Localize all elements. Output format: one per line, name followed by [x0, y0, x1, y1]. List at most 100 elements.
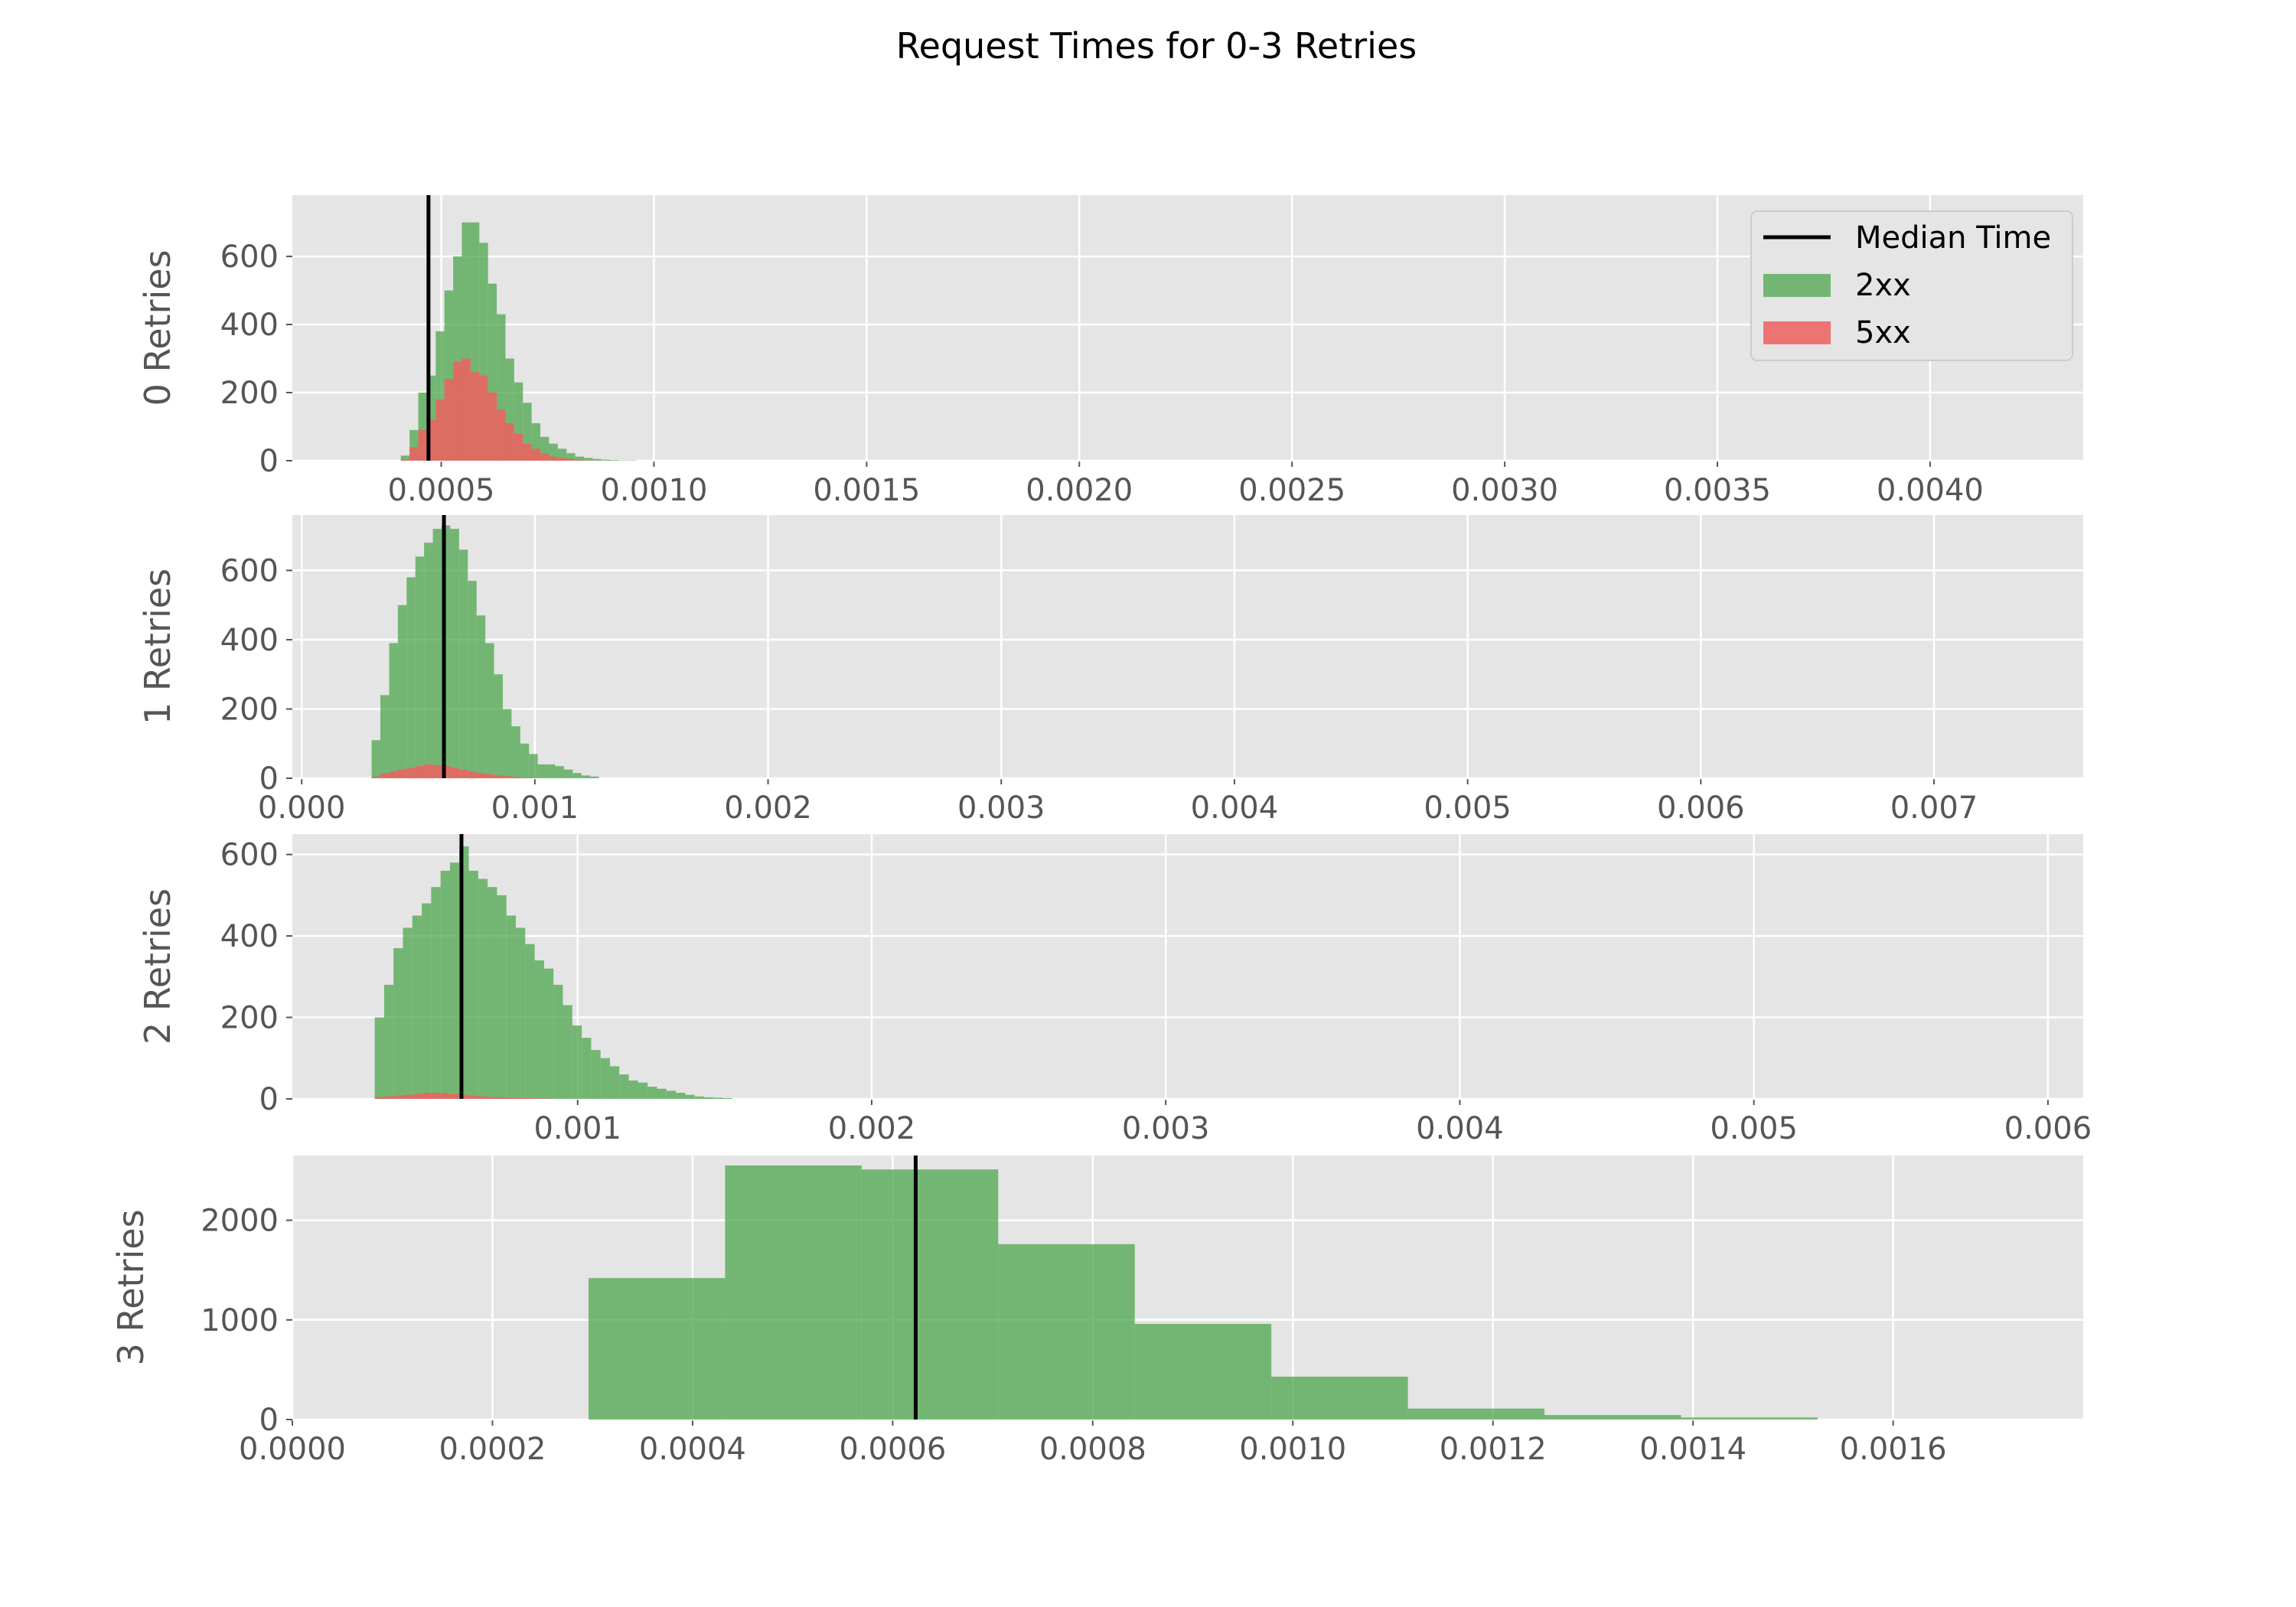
x-tick-label: 0.001	[491, 790, 579, 826]
bar-5xx	[543, 1098, 554, 1099]
panel-3: 0.0000 0.0002 0.0004 0.0006 0.0008 0.0010 0.00…	[110, 1156, 2083, 1467]
bar-5xx	[412, 1094, 422, 1099]
bar-5xx	[534, 1098, 544, 1099]
bar-2xx	[449, 862, 460, 1099]
bar-2xx	[442, 525, 451, 778]
y-axis-label: 0 Retries	[137, 249, 178, 406]
bar-2xx	[415, 556, 425, 778]
bar-2xx	[494, 674, 503, 778]
bar-2xx	[450, 529, 459, 778]
bar-5xx	[488, 1097, 497, 1099]
bar-2xx	[458, 549, 468, 778]
x-tick-label: 0.002	[828, 1111, 916, 1146]
bar-2xx	[529, 754, 538, 778]
bar-5xx	[400, 459, 410, 461]
bar-5xx	[520, 777, 530, 778]
bar-5xx	[431, 1093, 441, 1099]
bar-2xx	[628, 1081, 638, 1099]
bar-5xx	[478, 1096, 488, 1099]
bar-2xx	[412, 915, 422, 1099]
bar-2xx	[389, 643, 398, 778]
bar-2xx	[435, 331, 445, 461]
bar-2xx	[572, 1025, 582, 1099]
bar-2xx	[426, 375, 436, 461]
bar-2xx	[505, 358, 514, 461]
bar-5xx	[468, 771, 477, 778]
x-tick-label: 0.001	[533, 1111, 621, 1146]
bar-5xx	[514, 433, 523, 461]
bar-2xx	[444, 290, 454, 461]
bar-2xx	[582, 1038, 592, 1099]
histogram-bars	[371, 525, 599, 778]
panel-1: 0.000 0.001 0.002 0.003 0.004 0.005 0.006 0.007…	[137, 515, 2083, 826]
y-tick-label: 0	[259, 1403, 279, 1438]
bar-5xx	[406, 768, 416, 778]
x-tick-label: 0.0015	[813, 473, 920, 508]
bar-2xx	[584, 458, 593, 461]
bar-5xx	[540, 453, 550, 461]
bar-2xx	[722, 1097, 732, 1099]
bar-2xx	[1544, 1415, 1681, 1420]
bar-5xx	[566, 458, 576, 461]
bar-2xx	[453, 256, 462, 461]
x-tick-label: 0.002	[724, 790, 812, 826]
bar-2xx	[374, 1017, 384, 1099]
bar-2xx	[549, 443, 558, 461]
y-axis-label: 2 Retries	[137, 888, 178, 1045]
bar-5xx	[444, 379, 454, 461]
bar-2xx	[461, 222, 471, 461]
x-tick-label: 0.003	[957, 790, 1045, 826]
x-tick-label: 0.0010	[1239, 1432, 1346, 1467]
x-tick-label: 0.0025	[1238, 473, 1345, 508]
bar-2xx	[566, 453, 576, 461]
legend-label: 5xx	[1855, 315, 1911, 350]
bar-2xx	[488, 283, 497, 461]
bar-5xx	[494, 775, 503, 778]
bar-2xx	[666, 1090, 677, 1099]
bar-5xx	[424, 764, 433, 778]
bar-2xx	[543, 968, 554, 1099]
bar-2xx	[479, 243, 488, 461]
chart-title: Request Times for 0-3 Retries	[896, 25, 1417, 67]
bar-5xx	[380, 773, 390, 778]
bar-5xx	[409, 447, 419, 461]
bar-2xx	[725, 1165, 862, 1420]
bar-2xx	[563, 1005, 572, 1099]
bar-5xx	[374, 1097, 384, 1099]
x-tick-label: 0.0010	[600, 473, 707, 508]
bar-2xx	[600, 1058, 610, 1099]
bar-5xx	[479, 375, 488, 461]
bar-2xx	[409, 429, 419, 461]
bar-5xx	[393, 1095, 403, 1099]
bar-5xx	[442, 766, 451, 778]
bar-5xx	[453, 361, 462, 461]
y-tick-label: 0	[259, 761, 279, 797]
bar-2xx	[572, 773, 582, 778]
bar-2xx	[619, 1074, 629, 1099]
bar-5xx	[549, 456, 558, 461]
bar-2xx	[591, 1050, 601, 1099]
bar-5xx	[458, 769, 468, 778]
legend-item: 2xx	[1763, 268, 1911, 303]
y-tick-label: 1000	[201, 1303, 279, 1338]
bar-2xx	[531, 423, 541, 461]
bar-2xx	[400, 455, 410, 461]
x-tick-label: 0.0040	[1877, 473, 1984, 508]
bar-2xx	[506, 915, 517, 1099]
bar-5xx	[470, 372, 480, 461]
x-tick-label: 0.0004	[639, 1432, 746, 1467]
x-tick-label: 0.0008	[1039, 1432, 1146, 1467]
bar-2xx	[546, 764, 556, 778]
bar-2xx	[1134, 1324, 1272, 1420]
bar-2xx	[440, 870, 450, 1099]
bar-5xx	[383, 1096, 394, 1099]
bar-5xx	[497, 409, 506, 461]
bar-2xx	[1407, 1408, 1545, 1420]
panels: 0.0005 0.0010 0.0015 0.002 0 0.0025 0.003 0 0.00…	[110, 195, 2092, 1467]
bar-2xx	[468, 870, 478, 1099]
x-tick-label: 0.0005	[388, 473, 495, 508]
bar-2xx	[488, 887, 497, 1099]
bar-2xx	[555, 766, 564, 778]
legend: Median Time 2xx 5xx	[1750, 210, 2073, 361]
x-tick-label: 0.005	[1424, 790, 1512, 826]
